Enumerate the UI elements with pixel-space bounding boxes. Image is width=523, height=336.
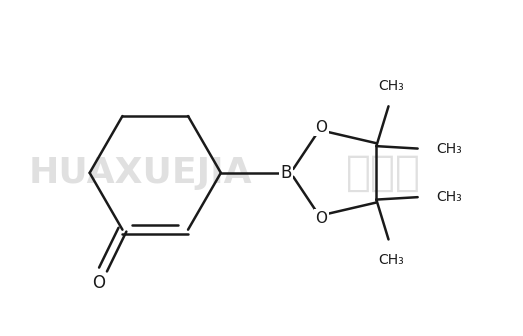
- Text: CH₃: CH₃: [378, 253, 404, 267]
- Text: O: O: [315, 120, 327, 135]
- Text: CH₃: CH₃: [436, 190, 462, 204]
- Text: CH₃: CH₃: [378, 79, 404, 93]
- Text: 化学加: 化学加: [346, 152, 421, 194]
- Text: CH₃: CH₃: [436, 141, 462, 156]
- Text: HUAXUEJIA: HUAXUEJIA: [29, 156, 253, 190]
- Text: B: B: [281, 164, 292, 182]
- Text: O: O: [315, 211, 327, 225]
- Text: O: O: [93, 274, 106, 292]
